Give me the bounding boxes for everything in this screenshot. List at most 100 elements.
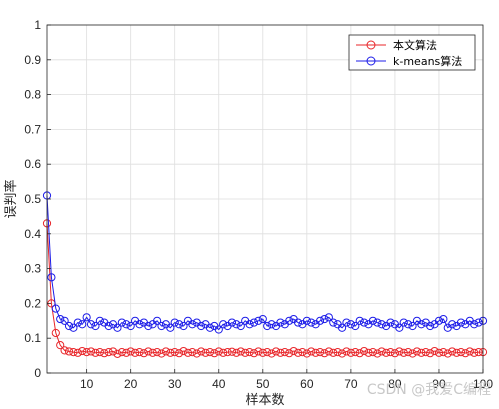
data-point — [382, 348, 391, 357]
data-point — [175, 320, 184, 329]
data-point — [452, 348, 461, 357]
y-tick-label: 0.8 — [24, 88, 41, 102]
data-point — [470, 320, 479, 329]
data-point — [368, 348, 377, 357]
data-point — [355, 316, 364, 325]
series-1 — [42, 191, 488, 334]
data-point — [456, 318, 466, 327]
data-point — [148, 348, 157, 357]
data-point — [289, 346, 298, 356]
data-point — [47, 273, 56, 282]
data-point — [298, 348, 307, 357]
data-point — [249, 318, 259, 327]
data-point — [285, 349, 294, 358]
data-point — [408, 321, 417, 331]
x-tick-label: 40 — [212, 377, 226, 391]
data-point — [51, 304, 60, 313]
data-point — [236, 321, 245, 331]
x-tick-label: 60 — [300, 377, 314, 391]
data-point — [91, 348, 100, 357]
data-point — [69, 348, 78, 357]
data-point — [324, 313, 333, 322]
data-point — [386, 318, 395, 327]
data-point — [214, 347, 223, 356]
legend-marker-kmeans — [366, 56, 376, 66]
data-point — [456, 348, 466, 357]
y-tick-label: 0.7 — [24, 122, 41, 136]
y-axis-label: 误判率 — [3, 179, 19, 218]
data-point — [474, 348, 483, 357]
data-point — [333, 348, 342, 357]
data-point — [351, 321, 360, 331]
data-point — [219, 348, 228, 357]
data-point — [359, 318, 369, 327]
data-point — [179, 346, 188, 356]
data-point — [232, 320, 241, 329]
data-point — [60, 316, 69, 325]
data-point — [395, 323, 404, 332]
data-point — [474, 318, 483, 327]
data-point — [461, 349, 470, 358]
data-point — [271, 347, 281, 356]
data-point — [412, 347, 422, 356]
data-point — [197, 347, 206, 356]
series-0 — [42, 219, 488, 358]
data-point — [82, 348, 91, 357]
data-point — [108, 347, 118, 356]
data-point — [320, 349, 329, 358]
data-point — [245, 348, 254, 357]
data-point — [302, 316, 311, 325]
data-point — [408, 349, 417, 358]
data-point — [56, 341, 65, 350]
data-point — [170, 348, 179, 357]
x-tick-label: 70 — [344, 377, 358, 391]
data-point — [276, 318, 285, 327]
data-point — [183, 348, 193, 357]
data-point — [448, 320, 457, 329]
legend-marker-benwen — [366, 40, 376, 50]
y-tick-label: 0.9 — [24, 53, 41, 67]
data-point — [390, 349, 400, 358]
data-point — [205, 348, 215, 357]
data-point — [307, 347, 316, 356]
data-point — [285, 316, 294, 325]
data-point — [434, 348, 444, 357]
data-point — [373, 349, 382, 358]
data-point — [117, 348, 126, 357]
data-point — [368, 316, 377, 325]
data-point — [342, 318, 351, 327]
y-tick-label: 0.6 — [24, 157, 41, 171]
data-point — [329, 318, 338, 327]
tick-labels: 10 20 30 40 50 60 70 80 90 100 0 0.1 0.2 0.3 0.4 0.5 0.6… — [24, 18, 493, 391]
data-point — [51, 328, 60, 338]
data-point — [258, 348, 267, 357]
data-point — [122, 348, 131, 357]
data-point — [144, 321, 153, 331]
data-point — [364, 348, 373, 357]
data-point — [139, 349, 148, 358]
y-tick-label: 0 — [34, 366, 41, 380]
x-tick-label: 80 — [388, 377, 402, 391]
data-point — [135, 320, 144, 329]
y-tick-label: 1 — [34, 18, 41, 32]
data-point — [60, 346, 69, 355]
data-point — [399, 348, 408, 357]
legend: 本文算法 k-means算法 — [348, 34, 476, 71]
data-point — [293, 348, 303, 357]
x-tick-label: 20 — [124, 377, 138, 391]
data-point — [267, 349, 276, 358]
data-point — [64, 321, 74, 331]
data-point — [404, 348, 413, 357]
data-point — [426, 321, 435, 331]
data-point — [395, 347, 404, 356]
data-point — [91, 321, 100, 331]
data-point — [399, 318, 408, 327]
data-point — [227, 318, 237, 327]
data-point — [245, 320, 254, 329]
data-point — [166, 323, 175, 332]
x-tick-label: 50 — [256, 377, 270, 391]
data-point — [280, 348, 289, 357]
data-point — [346, 320, 355, 329]
data-point — [166, 348, 175, 357]
data-point — [126, 321, 135, 331]
